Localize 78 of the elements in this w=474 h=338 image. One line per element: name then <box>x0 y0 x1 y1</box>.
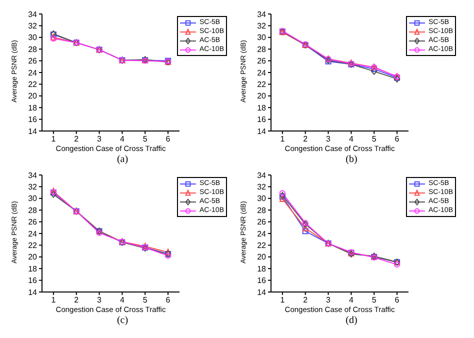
x-tick-label: 5 <box>372 296 377 305</box>
x-tick-label: 1 <box>51 296 56 305</box>
y-tick-label: 34 <box>257 170 267 180</box>
y-tick-label: 34 <box>257 10 267 19</box>
y-tick-label: 32 <box>257 22 267 31</box>
x-tick-label: 4 <box>348 134 354 144</box>
y-tick-label: 28 <box>257 206 267 215</box>
y-tick-label: 16 <box>28 276 38 286</box>
x-tick-label: 1 <box>51 134 56 144</box>
y-tick-label: 14 <box>28 288 38 297</box>
x-tick-label: 6 <box>394 134 400 144</box>
y-tick-label: 24 <box>28 229 38 238</box>
y-tick-label: 26 <box>257 218 267 227</box>
y-tick-label: 20 <box>28 92 38 101</box>
y-tick-label: 18 <box>28 103 38 112</box>
y-tick-label: 28 <box>257 44 267 54</box>
y-tick-label: 22 <box>257 80 267 90</box>
point <box>279 190 286 196</box>
y-tick-label: 18 <box>257 103 267 112</box>
y-tick-label: 16 <box>28 115 38 124</box>
x-tick-label: 5 <box>142 296 148 305</box>
x-tick-label: 4 <box>120 134 125 144</box>
y-tick-label: 18 <box>257 264 267 274</box>
y-tick-label: 14 <box>28 126 38 136</box>
y-tick-label: 24 <box>28 68 38 78</box>
y-tick-label: 30 <box>28 194 38 204</box>
y-tick-label: 34 <box>28 10 38 19</box>
point <box>371 68 378 75</box>
x-tick-label: 6 <box>394 296 400 305</box>
x-tick-label: 2 <box>74 296 80 305</box>
text: (c) <box>116 314 130 328</box>
y-tick-label: 16 <box>257 276 267 286</box>
x-tick-label: 2 <box>303 134 308 144</box>
x-tick-label: 1 <box>280 296 286 305</box>
text: (a) <box>116 153 130 167</box>
x-tick-label: 1 <box>280 134 286 144</box>
y-tick-label: 28 <box>28 206 38 215</box>
x-tick-label: 3 <box>97 134 102 144</box>
x-tick-label: 4 <box>120 296 125 305</box>
y-tick-label: 30 <box>28 33 38 42</box>
x-tick-label: 6 <box>166 134 171 144</box>
y-tick-label: 20 <box>257 252 267 262</box>
x-tick-label: 3 <box>326 296 332 305</box>
y-tick-label: 22 <box>257 241 267 250</box>
x-tick-label: 3 <box>97 296 102 305</box>
x-tick-label: 2 <box>303 296 308 305</box>
y-tick-label: 34 <box>28 170 38 180</box>
x-tick-label: 5 <box>372 134 377 144</box>
point <box>302 224 308 232</box>
y-tick-label: 26 <box>28 218 38 227</box>
point <box>302 228 308 234</box>
y-tick-label: 24 <box>257 68 267 78</box>
y-tick-label: 22 <box>28 241 38 250</box>
y-tick-label: 18 <box>28 264 38 274</box>
y-tick-label: 16 <box>257 115 267 124</box>
y-tick-label: 28 <box>28 44 38 54</box>
y-tick-label: 20 <box>257 92 267 101</box>
x-tick-label: 4 <box>348 296 354 305</box>
y-tick-label: 30 <box>257 194 267 204</box>
x-tick-label: 3 <box>326 134 332 144</box>
y-tick-label: 14 <box>257 126 267 136</box>
y-tick-label: 20 <box>28 252 38 262</box>
y-tick-label: 24 <box>257 229 267 238</box>
y-tick-label: 14 <box>257 288 267 297</box>
y-tick-label: 32 <box>28 22 38 31</box>
point <box>50 36 56 42</box>
text: (d) <box>344 314 358 328</box>
x-tick-label: 5 <box>142 134 148 144</box>
y-tick-label: 22 <box>28 80 38 90</box>
y-tick-label: 32 <box>28 182 38 192</box>
point <box>394 262 400 268</box>
y-tick-label: 26 <box>257 56 267 66</box>
text: (b) <box>344 153 358 167</box>
x-tick-label: 2 <box>74 134 80 144</box>
y-tick-label: 32 <box>257 182 267 192</box>
x-tick-label: 6 <box>166 296 171 305</box>
y-tick-label: 30 <box>257 33 267 42</box>
y-tick-label: 26 <box>28 56 38 66</box>
